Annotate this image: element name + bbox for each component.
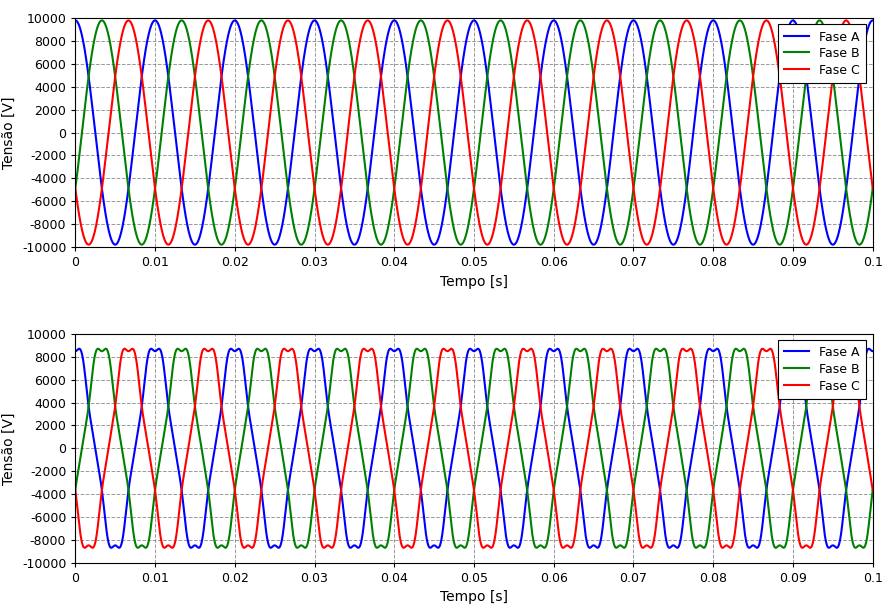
Fase B <box>460 234 470 241</box>
Fase B <box>460 544 470 551</box>
Fase B <box>825 384 835 391</box>
X-axis label: Tempo [s]: Tempo [s] <box>440 275 508 289</box>
Fase B <box>103 350 113 357</box>
Fase B <box>539 544 549 551</box>
Fase A <box>103 225 113 232</box>
Fase B <box>74 155 84 163</box>
Y-axis label: Tensão [V]: Tensão [V] <box>3 96 16 169</box>
Fase B <box>579 345 589 352</box>
Fase A <box>825 543 835 551</box>
X-axis label: Tempo [s]: Tempo [s] <box>440 590 508 604</box>
Fase C <box>103 131 113 138</box>
Fase A <box>118 220 128 227</box>
Fase B <box>867 486 878 494</box>
Fase A <box>226 345 237 353</box>
Fase B <box>336 17 346 24</box>
Legend: Fase A, Fase B, Fase C: Fase A, Fase B, Fase C <box>778 24 867 83</box>
Fase A <box>867 347 878 355</box>
Fase B <box>825 57 835 64</box>
Fase C <box>460 431 470 439</box>
Fase C <box>74 210 84 217</box>
Fase C <box>460 109 470 116</box>
Line: Fase B: Fase B <box>75 21 873 244</box>
Fase A <box>867 17 878 24</box>
Fase C <box>70 486 81 494</box>
Fase A <box>103 538 113 545</box>
Fase C <box>118 347 128 354</box>
Line: Fase C: Fase C <box>75 21 873 244</box>
Fase A <box>70 347 81 355</box>
Fase A <box>74 21 84 28</box>
Fase C <box>562 241 572 248</box>
Fase C <box>602 17 612 24</box>
Fase A <box>227 20 237 27</box>
Legend: Fase A, Fase B, Fase C: Fase A, Fase B, Fase C <box>778 340 867 399</box>
Fase C <box>226 159 237 166</box>
Fase B <box>226 208 237 215</box>
Fase A <box>74 345 84 353</box>
Line: Fase B: Fase B <box>75 348 873 548</box>
Fase A <box>460 43 470 50</box>
Fase B <box>118 452 128 459</box>
Fase B <box>74 463 84 471</box>
Fase B <box>226 515 237 522</box>
Fase A <box>110 241 120 248</box>
Line: Fase A: Fase A <box>75 348 873 548</box>
Line: Fase C: Fase C <box>75 348 873 548</box>
Fase C <box>825 418 835 425</box>
Fase B <box>867 185 878 192</box>
Y-axis label: Tensão [V]: Tensão [V] <box>3 412 16 485</box>
Line: Fase A: Fase A <box>75 21 873 244</box>
Fase C <box>804 544 815 551</box>
Fase C <box>103 446 113 453</box>
Fase C <box>74 518 84 526</box>
Fase B <box>70 185 81 192</box>
Fase C <box>825 91 835 98</box>
Fase C <box>226 466 237 473</box>
Fase B <box>118 139 128 146</box>
Fase C <box>70 185 81 192</box>
Fase B <box>296 241 307 248</box>
Fase B <box>103 31 113 38</box>
Fase A <box>825 239 835 246</box>
Fase C <box>359 345 369 352</box>
Fase A <box>460 363 470 370</box>
Fase A <box>70 17 81 24</box>
Fase A <box>273 544 284 551</box>
Fase A <box>313 345 323 352</box>
Fase A <box>118 533 128 540</box>
Fase B <box>70 486 81 494</box>
Fase C <box>867 185 878 192</box>
Fase C <box>118 27 128 34</box>
Fase C <box>867 486 878 494</box>
